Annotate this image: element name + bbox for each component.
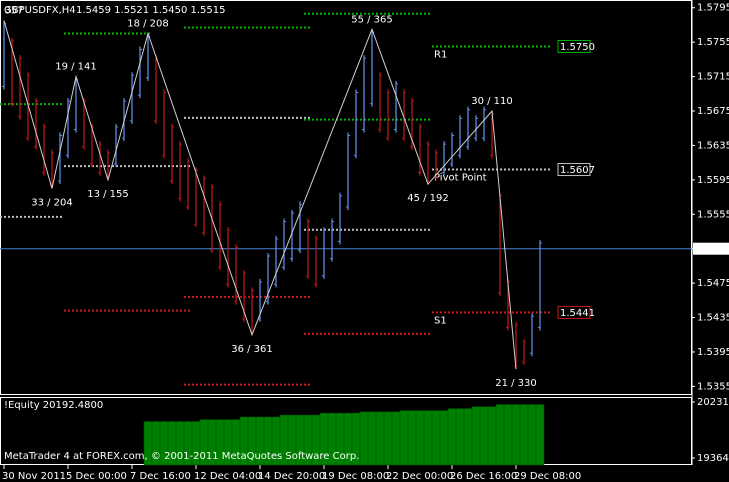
level-name: Pivot Point [434, 173, 487, 184]
equity-bar [463, 408, 473, 466]
y-tick-label: 1.5555 [697, 209, 729, 220]
current-price-label: 1.5515 [697, 244, 729, 255]
x-tick-label: 26 Dec 16:00 [450, 471, 517, 482]
equity-bar [519, 404, 529, 466]
zigzag-label: 18 / 208 [127, 19, 169, 30]
level-price-box [557, 163, 591, 177]
x-tick-label: 29 Dec 08:00 [514, 471, 581, 482]
level-price-box [557, 305, 591, 319]
equity-bar [479, 406, 489, 466]
zigzag-label: 33 / 204 [31, 197, 73, 208]
equity-bar [431, 410, 441, 466]
equity-bar [487, 406, 497, 466]
x-tick-label: 30 Nov 2011 [2, 471, 66, 482]
zigzag-label: 45 / 192 [407, 193, 449, 204]
equity-bar [367, 411, 377, 466]
y-tick-label: 1.5755 [697, 37, 729, 48]
equity-bar [455, 408, 465, 466]
y-tick-label: 1.5795 [697, 3, 729, 14]
equity-bar [359, 411, 369, 466]
equity-bar [439, 410, 449, 466]
equity-bar [423, 410, 433, 466]
zigzag-label: 357 [4, 6, 23, 17]
equity-bar [447, 408, 457, 466]
current-price-box [693, 242, 729, 255]
zigzag-label: 36 / 361 [231, 344, 273, 355]
indicator-title: !Equity 20192.4800 [4, 400, 103, 411]
level-price-label: 1.5607 [560, 165, 595, 176]
equity-bar [495, 404, 505, 466]
level-price-label: 1.5441 [560, 308, 595, 319]
equity-bar [511, 404, 521, 466]
indicator-tick-label: 20231.86 [697, 397, 729, 408]
zigzag-label: 21 / 330 [495, 378, 537, 389]
zigzag-label: 13 / 155 [87, 189, 129, 200]
level-name: S1 [434, 315, 447, 326]
equity-bar [399, 410, 409, 466]
zigzag-label: 55 / 365 [351, 14, 393, 25]
equity-bar [471, 406, 481, 466]
y-tick-label: 1.5675 [697, 106, 729, 117]
x-tick-label: 14 Dec 20:00 [258, 471, 325, 482]
symbol-title: GBPUSDFX,H4 [4, 5, 76, 16]
level-name: R1 [434, 49, 447, 60]
y-tick-label: 1.5475 [697, 278, 729, 289]
equity-bar [503, 404, 513, 466]
equity-bar [535, 404, 545, 466]
equity-bar [375, 411, 385, 466]
level-price-box [557, 39, 591, 53]
x-tick-label: 19 Dec 08:00 [322, 471, 389, 482]
zigzag-label: 30 / 110 [471, 96, 513, 107]
quote: 1.5459 1.5521 1.5450 1.5515 [76, 5, 226, 16]
equity-bar [527, 404, 537, 466]
y-tick-label: 1.5355 [697, 381, 729, 392]
y-tick-label: 1.5715 [697, 72, 729, 83]
x-tick-label: 22 Dec 00:00 [386, 471, 453, 482]
equity-bar [383, 411, 393, 466]
footer: MetaTrader 4 at FOREX.com, © 2001-2011 M… [4, 451, 359, 462]
zigzag-label: 19 / 141 [55, 62, 97, 73]
x-tick-label: 12 Dec 04:00 [194, 471, 261, 482]
y-tick-label: 1.5595 [697, 175, 729, 186]
equity-bar [407, 410, 417, 466]
y-tick-label: 1.5635 [697, 140, 729, 151]
level-price-label: 1.5750 [560, 42, 595, 53]
x-tick-label: 5 Dec 00:00 [66, 471, 127, 482]
y-tick-label: 1.5435 [697, 313, 729, 324]
equity-bar [391, 411, 401, 466]
y-tick-label: 1.5395 [697, 347, 729, 358]
zigzag-line [3, 20, 517, 370]
equity-bar [415, 410, 425, 466]
x-tick-label: 7 Dec 16:00 [130, 471, 191, 482]
indicator-tick-label: 19364.70 [697, 453, 729, 464]
